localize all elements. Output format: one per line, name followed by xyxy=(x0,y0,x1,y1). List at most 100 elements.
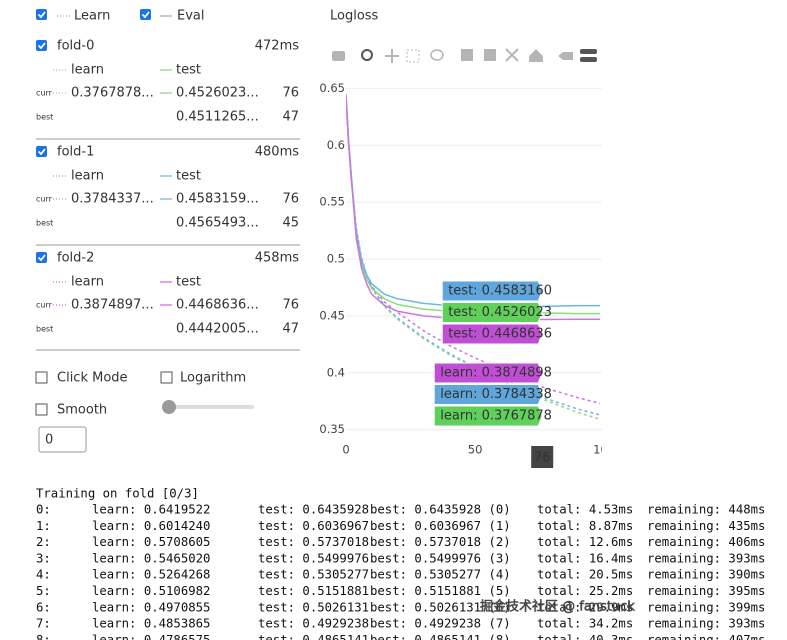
legend-learn: Learn xyxy=(74,9,110,24)
checkbox[interactable] xyxy=(35,403,48,416)
log-field: best: 0.4929238 (7) xyxy=(370,617,511,631)
log-header: Training on fold [0/3] xyxy=(36,487,199,501)
y-tick-label: 0.5 xyxy=(327,252,345,266)
x-tick-label: 100 xyxy=(593,443,615,457)
curr-label: curr xyxy=(36,89,53,98)
reset-icon[interactable] xyxy=(529,49,543,62)
learn-label: learn xyxy=(71,275,104,290)
fold-name: fold-0 xyxy=(57,39,94,54)
checkbox[interactable] xyxy=(36,252,47,263)
curr-learn: 0.3874897... xyxy=(71,298,154,313)
log-field: best: 0.5305277 (4) xyxy=(370,568,511,582)
y-tick-label: 0.4 xyxy=(327,365,345,379)
log-field: learn: 0.5465020 xyxy=(92,551,210,565)
log-field: learn: 0.6419522 xyxy=(92,503,210,517)
camera-icon[interactable] xyxy=(332,51,345,61)
fold-time: 458ms xyxy=(255,251,299,266)
slider-track[interactable] xyxy=(168,405,254,409)
log-field: 7: xyxy=(36,617,51,631)
hover-label: test: 0.4468636 xyxy=(448,327,552,342)
log-field: best: 0.5737018 (2) xyxy=(370,535,511,549)
checkmark xyxy=(37,11,46,19)
series-line xyxy=(346,98,600,405)
log-field: remaining: 435ms xyxy=(647,519,765,533)
log-field: remaining: 393ms xyxy=(647,617,765,631)
hover-label: learn: 0.3767878 xyxy=(440,409,552,424)
hover-label: test: 0.4526023 xyxy=(448,305,552,320)
compare-icon[interactable] xyxy=(580,57,597,62)
log-field: total: 12.6ms xyxy=(537,535,633,549)
log-field: test: 0.4929238 xyxy=(258,617,369,631)
x-tick-label: 50 xyxy=(468,443,483,457)
log-field: total: 34.2ms xyxy=(537,617,633,631)
y-tick-label: 0.35 xyxy=(319,422,345,436)
x-axis: 0 50 100 xyxy=(342,443,615,457)
log-field: total: 25.2ms xyxy=(537,584,633,598)
log-field: remaining: 390ms xyxy=(647,568,765,582)
log-field: total: 4.53ms xyxy=(537,503,633,517)
box-select-icon[interactable] xyxy=(406,49,420,63)
log-field: remaining: 406ms xyxy=(647,535,765,549)
curr-label: curr xyxy=(36,195,53,204)
hover-label: learn: 0.3874898 xyxy=(440,366,552,381)
checkmark xyxy=(37,148,46,156)
log-field: best: 0.6036967 (1) xyxy=(370,519,511,533)
log-field: learn: 0.4970855 xyxy=(92,600,210,614)
legend-eval: Eval xyxy=(177,9,205,24)
checkbox[interactable] xyxy=(36,9,47,20)
log-field: test: 0.5026131 xyxy=(258,600,369,614)
test-label: test xyxy=(176,169,201,184)
log-field: remaining: 448ms xyxy=(647,503,765,517)
zoom-out-icon[interactable] xyxy=(484,49,496,61)
curr-test: 0.4468636... xyxy=(176,298,259,313)
log-field: learn: 0.4786575 xyxy=(92,633,210,640)
best-test: 0.4511265... xyxy=(176,110,259,125)
checkbox[interactable] xyxy=(36,40,47,51)
curr-test: 0.4526023... xyxy=(176,86,259,101)
curr-learn: 0.3784337... xyxy=(71,192,154,207)
checkbox[interactable] xyxy=(160,371,173,384)
log-field: test: 0.6435928 xyxy=(258,503,369,517)
slider-thumb[interactable] xyxy=(162,400,176,414)
checkmark xyxy=(141,11,150,19)
hover-label-box xyxy=(433,384,543,405)
hover-x-box xyxy=(531,446,554,468)
best-test: 0.4442005... xyxy=(176,322,259,337)
log-field: remaining: 407ms xyxy=(647,633,765,640)
curr-iter: 76 xyxy=(282,86,299,101)
fold-time: 472ms xyxy=(255,39,299,54)
input-value[interactable]: 0 xyxy=(45,433,53,448)
log-field: best: 0.6435928 (0) xyxy=(370,503,511,517)
log-field: test: 0.4865141 xyxy=(258,633,369,640)
curr-test: 0.4583159... xyxy=(176,192,259,207)
series-line xyxy=(346,94,600,308)
hover-label: test: 0.4583160 xyxy=(448,284,552,299)
y-tick-label: 0.55 xyxy=(319,195,345,209)
curr-iter: 76 xyxy=(282,192,299,207)
pan-icon[interactable] xyxy=(385,49,399,63)
number-input[interactable] xyxy=(38,426,87,453)
log-field: 6: xyxy=(36,600,51,614)
log-field: best: 0.4865141 (8) xyxy=(370,633,511,640)
lasso-icon[interactable] xyxy=(430,49,444,61)
log-field: remaining: 395ms xyxy=(647,584,765,598)
hover-label-box xyxy=(433,362,543,384)
zoom-icon[interactable] xyxy=(361,49,373,61)
test-label: test xyxy=(176,63,201,78)
checkbox[interactable] xyxy=(35,371,48,384)
log-field: best: 0.5026131 (6) xyxy=(370,600,511,614)
autoscale-icon[interactable] xyxy=(505,48,519,62)
zoom-in-icon[interactable] xyxy=(461,49,473,61)
log-field: 5: xyxy=(36,584,51,598)
test-label: test xyxy=(176,275,201,290)
chart-title: Logloss xyxy=(330,9,379,24)
log-field: remaining: 393ms xyxy=(647,551,765,565)
compare-icon[interactable] xyxy=(580,49,597,54)
curr-learn: 0.3767878... xyxy=(71,86,154,101)
log-field: test: 0.5499976 xyxy=(258,551,369,565)
checkbox[interactable] xyxy=(36,146,47,157)
checkbox[interactable] xyxy=(140,9,151,20)
log-field: remaining: 399ms xyxy=(647,600,765,614)
learn-label: learn xyxy=(71,169,104,184)
spike-icon[interactable] xyxy=(558,52,573,60)
